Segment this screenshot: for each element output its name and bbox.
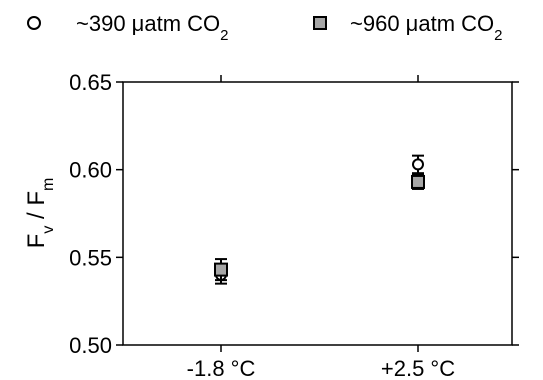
y-tick-label: 0.50 xyxy=(69,333,112,358)
data-point-open-circle xyxy=(412,158,424,171)
data-marks xyxy=(214,154,425,285)
legend: ~390 μatm CO2 ~960 μatm CO2 xyxy=(27,11,502,44)
y-tick-label: 0.60 xyxy=(69,158,112,183)
x-axis-ticks: -1.8 °C +2.5 °C xyxy=(187,75,455,380)
legend-marker-filled-square xyxy=(313,16,327,30)
data-point-filled-square xyxy=(214,262,228,277)
legend-marker-open-circle xyxy=(27,16,41,30)
legend-label-series-2: ~960 μatm CO2 xyxy=(350,11,502,44)
y-axis-label: Fv / Fm xyxy=(23,178,57,249)
x-tick-label: -1.8 °C xyxy=(187,356,256,380)
y-axis-ticks: 0.50 0.55 0.60 0.65 xyxy=(69,70,519,358)
x-tick-label: +2.5 °C xyxy=(381,356,455,380)
data-point-filled-square xyxy=(411,174,425,189)
y-tick-label: 0.65 xyxy=(69,70,112,95)
plot-frame xyxy=(122,81,513,346)
legend-label-series-1: ~390 μatm CO2 xyxy=(76,11,228,44)
y-tick-label: 0.55 xyxy=(69,245,112,270)
